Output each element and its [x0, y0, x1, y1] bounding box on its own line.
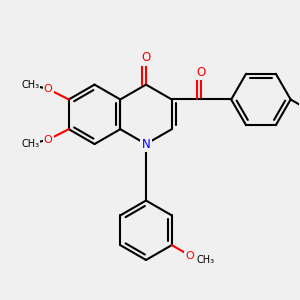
Text: CH₃: CH₃ [21, 80, 39, 90]
Text: O: O [185, 250, 194, 260]
Text: O: O [44, 84, 52, 94]
Text: CH₃: CH₃ [196, 255, 214, 265]
Text: N: N [142, 138, 150, 151]
Text: O: O [44, 135, 52, 145]
Text: O: O [141, 51, 151, 64]
Text: CH₃: CH₃ [21, 139, 39, 149]
Text: O: O [197, 66, 206, 79]
